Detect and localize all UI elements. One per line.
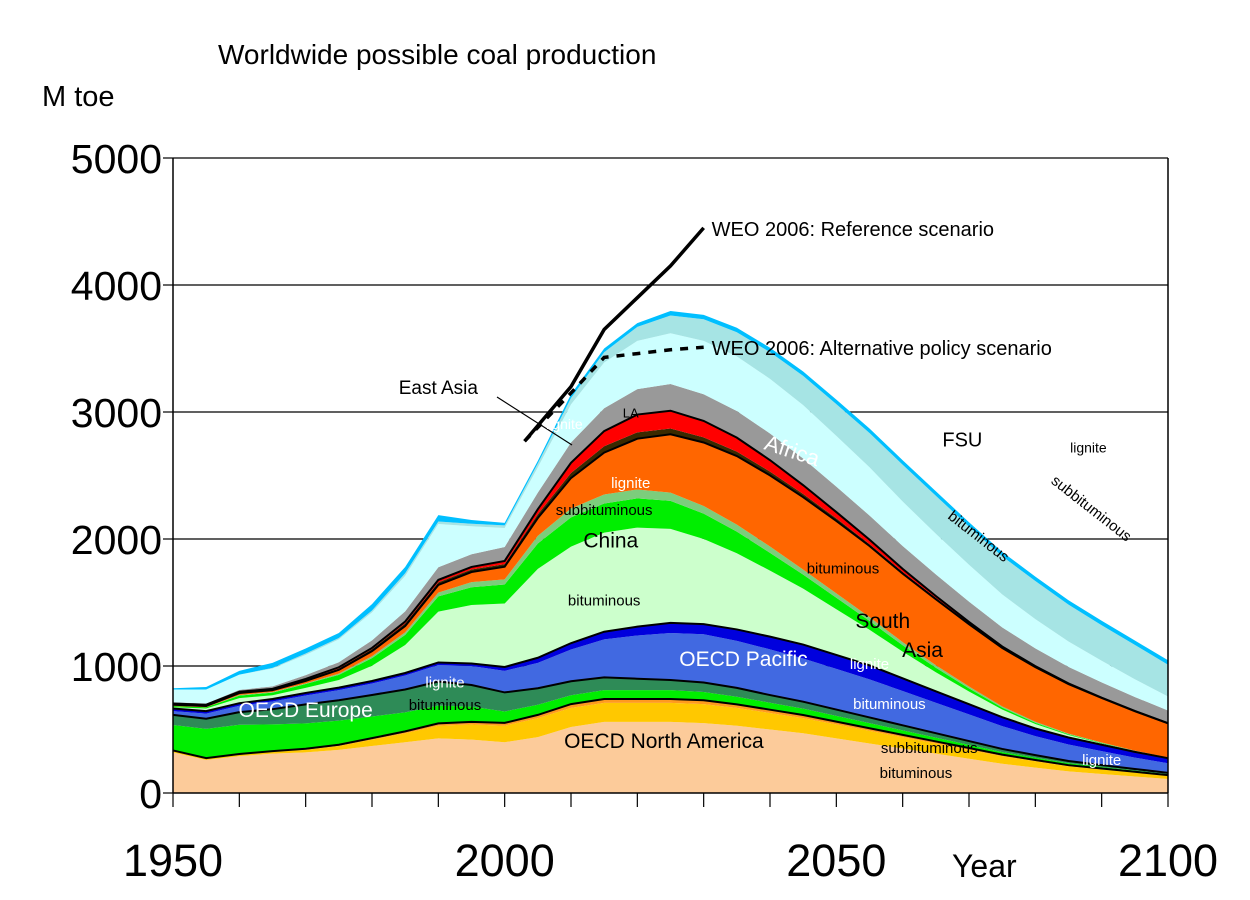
annotation-13: South xyxy=(855,610,910,633)
area-eu-lignite xyxy=(173,677,1168,775)
annotation-17: bituminous xyxy=(853,696,926,713)
annotation-1: lignite xyxy=(546,416,583,432)
annotation-4: subbituminous xyxy=(556,502,653,519)
x-tick-label-2050: 2050 xyxy=(786,835,886,886)
annotation-16: lignite xyxy=(850,656,889,673)
y-tick-label-3000: 3000 xyxy=(71,390,162,436)
y-tick-label-5000: 5000 xyxy=(71,136,162,182)
annotation-18: OECD Europe xyxy=(239,699,373,722)
y-axis-label: M toe xyxy=(42,81,115,113)
stacked-areas xyxy=(172,311,1169,793)
x-tick-label-2100: 2100 xyxy=(1118,835,1218,886)
scenario-label-0: WEO 2006: Reference scenario xyxy=(712,219,994,241)
scenario-label-1: WEO 2006: Alternative policy scenario xyxy=(712,338,1052,360)
chart-title: Worldwide possible coal production xyxy=(218,39,656,70)
x-axis-label: Year xyxy=(952,848,1017,884)
y-tick-label-1000: 1000 xyxy=(71,644,162,690)
annotation-23: bituminous xyxy=(880,765,953,782)
annotation-21: OECD North America xyxy=(564,730,764,753)
annotation-8: FSU xyxy=(942,429,982,451)
area-na-bituminous xyxy=(173,721,1168,793)
scenario-line-1 xyxy=(523,345,704,443)
axes xyxy=(172,158,1169,794)
annotation-6: bituminous xyxy=(568,593,641,610)
x-tick-label-1950: 1950 xyxy=(123,835,223,886)
scenario-line-0 xyxy=(523,226,705,443)
annotation-24: lignite xyxy=(1082,752,1121,769)
boundary-south-asia xyxy=(172,433,1169,725)
tick-labels: 0 1000 2000 3000 4000 5000 1950 2000 2050 2100 xyxy=(71,136,1218,886)
area-eu-bituminous xyxy=(173,690,1168,776)
area-fsu-bituminous xyxy=(173,333,1168,711)
y-tick-label-4000: 4000 xyxy=(71,263,162,309)
boundary-latin-america xyxy=(172,409,1169,725)
annotation-0: East Asia xyxy=(399,378,479,399)
annotation-19: lignite xyxy=(425,675,464,692)
scenario-lines: WEO 2006: Reference scenario WEO 2006: Al… xyxy=(523,219,1052,443)
area-pacific-bituminous xyxy=(173,632,1168,773)
east-asia-leader xyxy=(496,396,573,446)
area-na-subbituminous xyxy=(173,702,1168,780)
annotation-22: subbituminous xyxy=(881,740,978,757)
boundary-pacific-lignite xyxy=(172,621,1169,760)
annotation-3: lignite xyxy=(611,475,650,492)
annotation-9: lignite xyxy=(1070,440,1107,456)
boundary-eu-lignite xyxy=(172,676,1169,774)
annotation-14: Asia xyxy=(902,639,943,662)
annotation-5: China xyxy=(583,529,638,552)
annotation-15: OECD Pacific xyxy=(679,648,807,671)
x-tick-label-2000: 2000 xyxy=(455,835,555,886)
y-tick-label-2000: 2000 xyxy=(71,517,162,563)
annotation-12: bituminous xyxy=(807,560,880,577)
annotation-2: LA xyxy=(623,406,639,421)
area-china-bituminous xyxy=(173,527,1168,759)
annotation-20: bituminous xyxy=(409,697,482,714)
area-south-asia xyxy=(173,434,1168,758)
y-tick-label-0: 0 xyxy=(139,771,162,817)
boundary-na-lignite xyxy=(172,698,1169,777)
annotation-10: subbituminous xyxy=(1048,472,1135,545)
